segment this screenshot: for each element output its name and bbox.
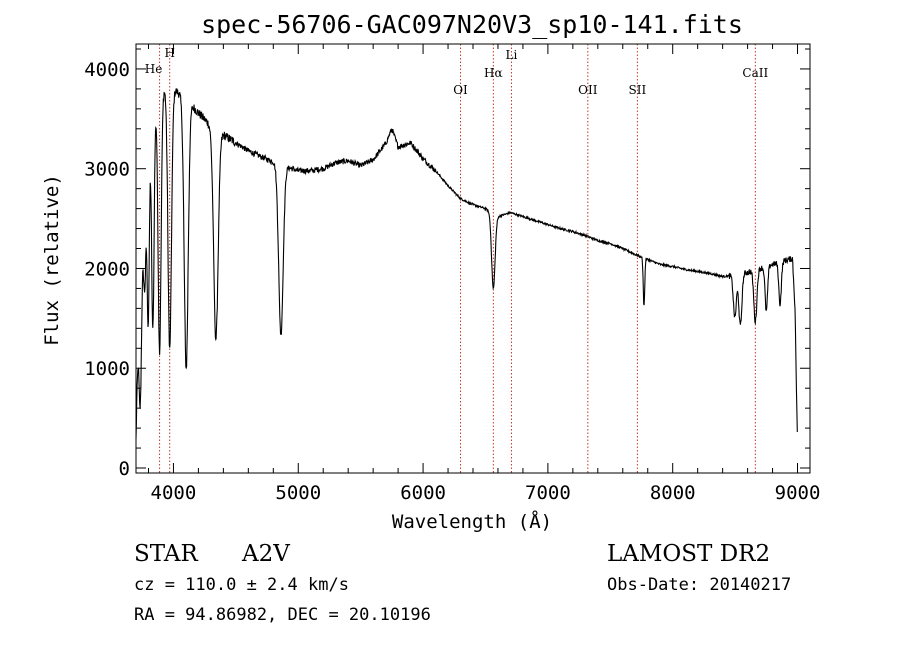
spectrum-line bbox=[135, 88, 798, 439]
x-tick-label: 8000 bbox=[650, 482, 696, 504]
x-tick-label: 7000 bbox=[525, 482, 571, 504]
reference-line-label: H bbox=[164, 46, 174, 60]
y-tick-label: 4000 bbox=[84, 59, 130, 81]
reference-line-label: Hα bbox=[484, 66, 503, 80]
y-axis-label: Flux (relative) bbox=[41, 174, 63, 346]
reference-line-label: Li bbox=[506, 48, 518, 62]
redshift-velocity: cz = 110.0 ± 2.4 km/s bbox=[134, 575, 349, 595]
x-axis-label: Wavelength (Å) bbox=[392, 510, 552, 533]
reference-line-label: SII bbox=[629, 83, 647, 97]
x-tick-label: 6000 bbox=[400, 482, 446, 504]
spectral-subclass: A2V bbox=[241, 541, 290, 567]
plot-frame bbox=[135, 43, 811, 474]
reference-line-label: CaII bbox=[742, 66, 768, 80]
chart-title: spec-56706-GAC097N20V3_sp10-141.fits bbox=[201, 10, 743, 39]
reference-line-label: OII bbox=[578, 83, 598, 97]
x-axis-ticks: 4000 5000 6000 7000 8000 9000 bbox=[147, 44, 821, 504]
survey-name: LAMOST DR2 bbox=[607, 541, 770, 567]
y-tick-label: 1000 bbox=[84, 358, 130, 380]
x-tick-label: 5000 bbox=[275, 482, 321, 504]
object-class: STAR bbox=[134, 541, 198, 567]
reference-lines bbox=[159, 44, 756, 473]
coordinates: RA = 94.86982, DEC = 20.10196 bbox=[134, 605, 431, 625]
y-tick-label: 2000 bbox=[84, 258, 130, 280]
reference-line-label: OI bbox=[453, 83, 468, 97]
observation-date: Obs-Date: 20140217 bbox=[607, 575, 791, 595]
y-tick-label: 3000 bbox=[84, 159, 130, 181]
x-tick-label: 9000 bbox=[775, 482, 821, 504]
y-tick-label: 0 bbox=[119, 458, 130, 480]
reference-line-label: He bbox=[145, 62, 163, 76]
y-axis-ticks: 0 1000 2000 3000 4000 bbox=[84, 48, 810, 480]
x-tick-label: 4000 bbox=[151, 482, 197, 504]
